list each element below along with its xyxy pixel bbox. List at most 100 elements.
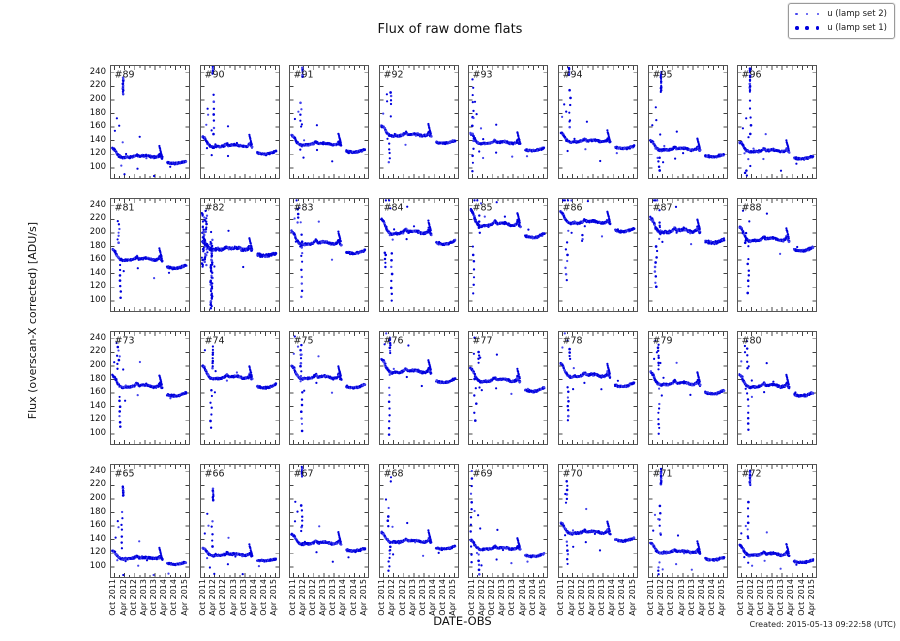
x-tick-label: Oct 2011 — [197, 579, 207, 616]
x-tick-label: Oct 2012 — [128, 579, 138, 616]
subplot-67: #67 — [289, 464, 370, 578]
x-tick-label: Oct 2014 — [527, 579, 537, 616]
subplot-77: #77 — [468, 331, 549, 445]
x-tick-label: Oct 2011 — [556, 579, 566, 616]
x-tick-label: Oct 2013 — [238, 579, 248, 616]
x-tick-label: Oct 2013 — [597, 579, 607, 616]
subplot-71: #71 — [647, 464, 728, 578]
subplot-75: #75 — [289, 331, 370, 445]
subplot-label: #92 — [383, 70, 403, 81]
x-tick-label: Apr 2013 — [318, 579, 328, 616]
x-tick-label: Apr 2014 — [786, 579, 796, 616]
x-tick-label: Oct 2013 — [507, 579, 517, 616]
subplot-label: #96 — [742, 70, 762, 81]
subplot-74: #74 — [199, 331, 280, 445]
x-tick-label: Apr 2013 — [228, 579, 238, 616]
x-tick-label: Oct 2014 — [617, 579, 627, 616]
x-tick-label: Oct 2011 — [735, 579, 745, 616]
subplot-84: #84 — [378, 198, 459, 312]
y-axis-label-wrap: Flux (overscan-X corrected) [ADU/s] — [24, 0, 40, 641]
x-tick-label: Oct 2011 — [466, 579, 476, 616]
subplot-96: #96 — [737, 65, 818, 179]
y-tick-label: 140 — [89, 134, 106, 145]
subplot-90: #90 — [199, 65, 280, 179]
subplot-label: #67 — [294, 469, 314, 480]
x-tick-label: Apr 2015 — [538, 579, 548, 616]
x-tick-label: Oct 2014 — [707, 579, 717, 616]
y-tick-label: 220 — [89, 80, 106, 91]
subplot-83: #83 — [289, 198, 370, 312]
y-tick-label: 100 — [89, 427, 106, 438]
x-tick-label: Apr 2015 — [627, 579, 637, 616]
x-tick-label: Oct 2012 — [487, 579, 497, 616]
x-tick-label: Apr 2012 — [208, 579, 218, 616]
x-tick-label: Oct 2012 — [576, 579, 586, 616]
subplot-72: #72 — [737, 464, 818, 578]
x-tick-label: Apr 2012 — [387, 579, 397, 616]
y-tick-label: 180 — [89, 107, 106, 118]
x-tick-label: Oct 2014 — [169, 579, 179, 616]
y-tick-label: 120 — [89, 281, 106, 292]
subplot-label: #86 — [563, 203, 583, 214]
subplot-label: #91 — [294, 70, 314, 81]
scatter-marker-icon — [795, 12, 820, 16]
subplot-label: #80 — [742, 336, 762, 347]
y-tick-label: 180 — [89, 240, 106, 251]
x-tick-label: Oct 2012 — [666, 579, 676, 616]
y-tick-label: 160 — [89, 121, 106, 132]
subplot-label: #81 — [115, 203, 135, 214]
subplot-label: #68 — [383, 469, 403, 480]
subplot-label: #76 — [383, 336, 403, 347]
y-tick-label: 180 — [89, 373, 106, 384]
x-tick-label: Apr 2014 — [696, 579, 706, 616]
subplot-92: #92 — [378, 65, 459, 179]
subplot-label: #78 — [563, 336, 583, 347]
x-tick-label: Apr 2013 — [497, 579, 507, 616]
y-axis-label: Flux (overscan-X corrected) [ADU/s] — [25, 221, 39, 420]
subplot-label: #82 — [204, 203, 224, 214]
y-tick-label: 240 — [89, 66, 106, 77]
subplot-68: #68 — [378, 464, 459, 578]
y-tick-label: 200 — [89, 226, 106, 237]
x-tick-label: Oct 2014 — [796, 579, 806, 616]
subplot-label: #65 — [115, 469, 135, 480]
subplot-91: #91 — [289, 65, 370, 179]
x-tick-label: Apr 2012 — [476, 579, 486, 616]
legend-entry-lamp-set-2: u (lamp set 2) — [795, 7, 887, 21]
x-tick-label: Apr 2014 — [428, 579, 438, 616]
y-tick-label: 160 — [89, 387, 106, 398]
x-tick-label: Oct 2013 — [776, 579, 786, 616]
x-tick-label: Oct 2013 — [417, 579, 427, 616]
legend-entry-lamp-set-1: u (lamp set 1) — [795, 21, 887, 35]
subplot-88: #88 — [737, 198, 818, 312]
x-tick-label: Oct 2012 — [307, 579, 317, 616]
x-tick-label: Apr 2015 — [806, 579, 816, 616]
y-tick-label: 140 — [89, 533, 106, 544]
x-tick-label: Oct 2011 — [377, 579, 387, 616]
subplot-label: #95 — [652, 70, 672, 81]
x-tick-label: Oct 2012 — [755, 579, 765, 616]
y-tick-label: 220 — [89, 213, 106, 224]
y-tick-label: 120 — [89, 547, 106, 558]
x-tick-label: Apr 2014 — [159, 579, 169, 616]
x-tick-label: Apr 2013 — [766, 579, 776, 616]
legend: u (lamp set 2) u (lamp set 1) — [788, 3, 895, 39]
x-tick-label: Apr 2013 — [138, 579, 148, 616]
x-tick-label: Apr 2012 — [297, 579, 307, 616]
subplot-76: #76 — [378, 331, 459, 445]
scatter-marker-icon — [795, 26, 820, 30]
x-tick-label: Apr 2012 — [118, 579, 128, 616]
x-tick-label: Apr 2013 — [586, 579, 596, 616]
subplot-94: #94 — [558, 65, 638, 179]
subplot-label: #89 — [115, 70, 135, 81]
subplot-label: #84 — [383, 203, 403, 214]
x-tick-label: Apr 2015 — [448, 579, 458, 616]
y-tick-label: 220 — [89, 479, 106, 490]
y-tick-label: 100 — [89, 294, 106, 305]
subplot-65: #65 — [110, 464, 190, 578]
y-tick-label: 120 — [89, 148, 106, 159]
x-tick-label: Apr 2014 — [338, 579, 348, 616]
x-tick-label: Apr 2014 — [248, 579, 258, 616]
subplot-label: #69 — [473, 469, 493, 480]
y-tick-label: 200 — [89, 492, 106, 503]
